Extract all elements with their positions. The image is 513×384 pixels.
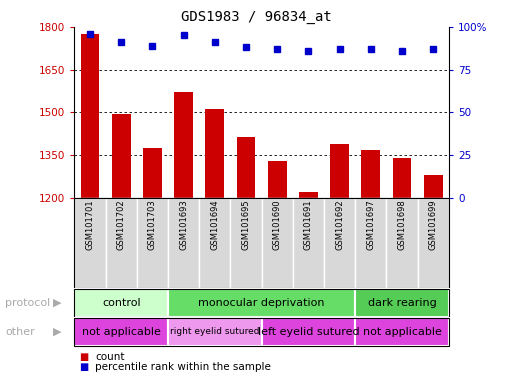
Text: GSM101691: GSM101691 bbox=[304, 200, 313, 250]
Text: GSM101699: GSM101699 bbox=[429, 200, 438, 250]
Bar bbox=[236, 137, 255, 384]
Bar bbox=[81, 34, 100, 384]
Text: GSM101690: GSM101690 bbox=[273, 200, 282, 250]
Text: ▶: ▶ bbox=[53, 298, 62, 308]
Text: control: control bbox=[102, 298, 141, 308]
Text: GSM101695: GSM101695 bbox=[242, 200, 250, 250]
Bar bbox=[299, 192, 318, 384]
Text: GSM101697: GSM101697 bbox=[366, 200, 376, 250]
Bar bbox=[392, 159, 411, 384]
Text: percentile rank within the sample: percentile rank within the sample bbox=[95, 362, 271, 372]
Text: ■: ■ bbox=[80, 352, 89, 362]
Text: GSM101701: GSM101701 bbox=[86, 200, 94, 250]
Text: GSM101692: GSM101692 bbox=[335, 200, 344, 250]
Text: GSM101693: GSM101693 bbox=[179, 200, 188, 250]
Text: left eyelid sutured: left eyelid sutured bbox=[258, 327, 359, 337]
Text: count: count bbox=[95, 352, 125, 362]
Bar bbox=[424, 175, 443, 384]
Bar bbox=[112, 114, 130, 384]
Text: ▶: ▶ bbox=[53, 327, 62, 337]
Bar bbox=[143, 148, 162, 384]
Text: other: other bbox=[5, 327, 35, 337]
Bar bbox=[174, 93, 193, 384]
Text: dark rearing: dark rearing bbox=[368, 298, 437, 308]
Bar bbox=[268, 161, 287, 384]
Text: not applicable: not applicable bbox=[363, 327, 442, 337]
Text: monocular deprivation: monocular deprivation bbox=[199, 298, 325, 308]
Bar bbox=[205, 109, 224, 384]
Text: GSM101698: GSM101698 bbox=[398, 200, 407, 250]
Text: ■: ■ bbox=[80, 362, 89, 372]
Text: GSM101702: GSM101702 bbox=[116, 200, 126, 250]
Text: GSM101703: GSM101703 bbox=[148, 200, 157, 250]
Bar bbox=[330, 144, 349, 384]
Text: GSM101694: GSM101694 bbox=[210, 200, 220, 250]
Text: GDS1983 / 96834_at: GDS1983 / 96834_at bbox=[181, 10, 332, 23]
Text: protocol: protocol bbox=[5, 298, 50, 308]
Bar bbox=[362, 150, 380, 384]
Text: right eyelid sutured: right eyelid sutured bbox=[170, 327, 260, 336]
Text: not applicable: not applicable bbox=[82, 327, 161, 337]
